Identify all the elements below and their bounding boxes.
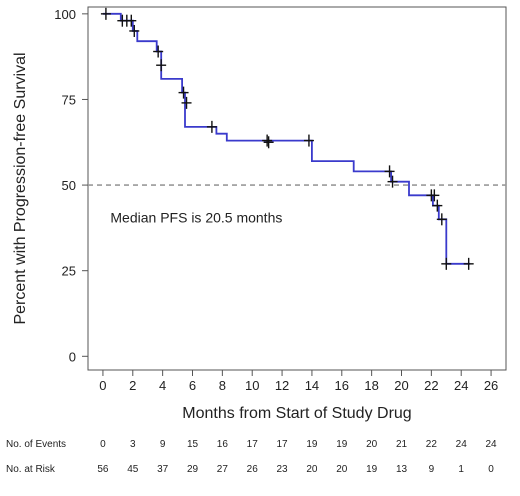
- risk-cell: 19: [366, 464, 378, 475]
- risk-cell: 9: [160, 439, 166, 450]
- x-tick-label: 26: [484, 378, 498, 393]
- x-tick-label: 14: [305, 378, 319, 393]
- risk-cell: 20: [306, 464, 318, 475]
- x-tick-label: 2: [129, 378, 136, 393]
- plot-border: [87, 6, 507, 371]
- risk-cell: 22: [426, 439, 438, 450]
- risk-cell: 17: [247, 439, 259, 450]
- y-tick-label: 50: [62, 178, 76, 193]
- risk-cell: 13: [396, 464, 408, 475]
- risk-cell: 17: [277, 439, 289, 450]
- risk-cell: 9: [429, 464, 435, 475]
- risk-cell: 0: [488, 464, 494, 475]
- risk-cell: 20: [366, 439, 378, 450]
- x-tick-label: 16: [335, 378, 349, 393]
- y-tick-label: 0: [69, 349, 76, 364]
- risk-cell: 0: [100, 439, 106, 450]
- x-tick-label: 6: [189, 378, 196, 393]
- risk-cell: 3: [130, 439, 136, 450]
- risk-cell: 16: [217, 439, 229, 450]
- risk-cell: 24: [456, 439, 468, 450]
- median-annotation: Median PFS is 20.5 months: [110, 210, 282, 226]
- y-tick-label: 25: [62, 264, 76, 279]
- x-tick-label: 18: [364, 378, 378, 393]
- y-tick-label: 75: [62, 92, 76, 107]
- risk-cell: 1: [458, 464, 464, 475]
- survival-curve-layer: [102, 12, 471, 265]
- x-tick-label: 4: [159, 378, 166, 393]
- x-tick-label: 24: [454, 378, 468, 393]
- risk-cell: 26: [247, 464, 259, 475]
- x-axis-label: Months from Start of Study Drug: [182, 405, 411, 422]
- risk-cell: 27: [217, 464, 229, 475]
- risk-cell: 20: [336, 464, 348, 475]
- risk-cell: 19: [306, 439, 318, 450]
- risk-cell: 19: [336, 439, 348, 450]
- x-tick-label: 20: [394, 378, 408, 393]
- censor-marks-layer: [100, 7, 474, 270]
- risk-cell: 24: [486, 439, 498, 450]
- risk-cell: 45: [127, 464, 139, 475]
- risk-row-label: No. at Risk: [6, 464, 56, 475]
- risk-cell: 56: [97, 464, 109, 475]
- risk-table: No. of Events 0 3 9 15 16 17 17 19 19 20 21 22 24 24No…: [6, 439, 497, 475]
- risk-cell: 21: [396, 439, 408, 450]
- x-tick-label: 12: [275, 378, 289, 393]
- risk-cell: 15: [187, 439, 199, 450]
- y-tick-label: 100: [54, 7, 76, 22]
- risk-cell: 29: [187, 464, 199, 475]
- y-axis-label: Percent with Progression-free Survival: [12, 52, 29, 324]
- x-tick-label: 0: [99, 378, 106, 393]
- risk-cell: 23: [277, 464, 289, 475]
- x-tick-label: 10: [245, 378, 259, 393]
- x-tick-label: 8: [219, 378, 226, 393]
- x-tick-label: 22: [424, 378, 438, 393]
- plot-frame: [87, 6, 507, 371]
- survival-curve: [102, 12, 471, 265]
- risk-row-label: No. of Events: [6, 439, 66, 450]
- risk-cell: 37: [157, 464, 169, 475]
